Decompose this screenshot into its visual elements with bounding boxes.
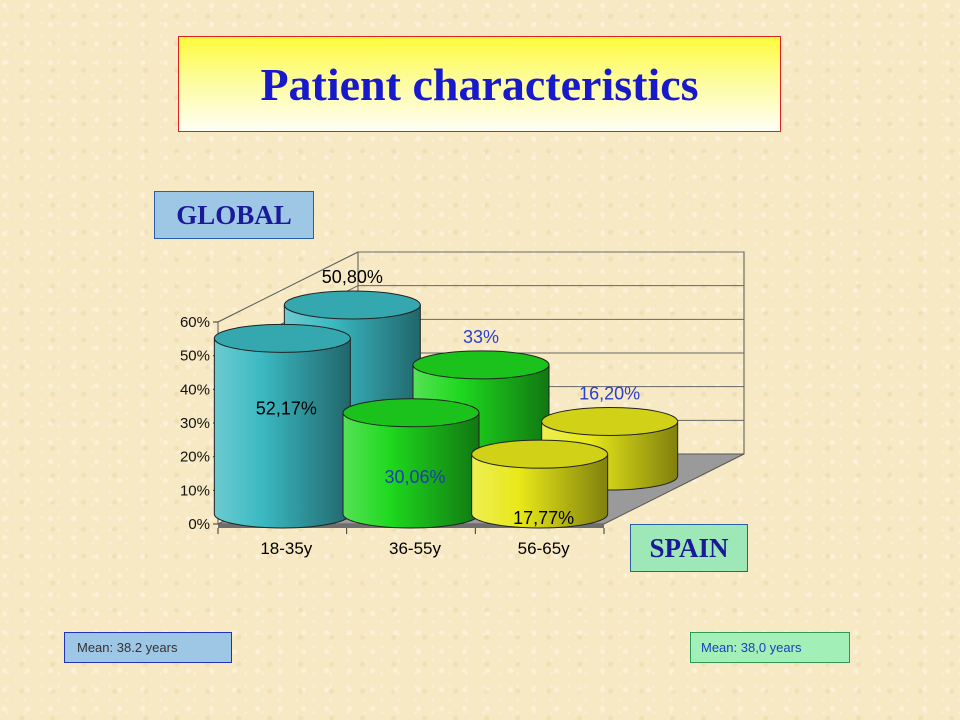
front-bar-body xyxy=(471,453,609,529)
y-tick-label: 0% xyxy=(188,516,210,533)
global-label: GLOBAL xyxy=(154,191,314,239)
title-banner: Patient characteristics xyxy=(178,36,781,132)
y-tick-label: 60% xyxy=(180,314,210,331)
mean-global: Mean: 38.2 years xyxy=(64,632,232,663)
front-bar-label: 30,06% xyxy=(384,467,445,487)
page-title: Patient characteristics xyxy=(260,58,699,110)
y-tick-label: 50% xyxy=(180,348,210,365)
mean-spain: Mean: 38,0 years xyxy=(690,632,850,663)
category-label: 36-55y xyxy=(389,539,441,558)
category-label: 56-65y xyxy=(518,539,570,558)
back-bar-top xyxy=(541,406,679,436)
y-tick-label: 40% xyxy=(180,381,210,398)
back-bar-label: 33% xyxy=(463,327,499,347)
front-bar-label: 52,17% xyxy=(256,398,317,418)
y-tick-label: 10% xyxy=(180,482,210,499)
back-bar-top xyxy=(412,350,550,380)
back-bar-top xyxy=(283,290,421,320)
category-label: 18-35y xyxy=(260,539,312,558)
front-bar-top xyxy=(471,439,609,469)
back-bar-label: 16,20% xyxy=(579,383,640,403)
front-bar-body xyxy=(213,337,351,529)
back-bar-label: 50,80% xyxy=(322,267,383,287)
gridline xyxy=(217,251,744,323)
front-bar-top xyxy=(213,323,351,353)
y-tick-label: 30% xyxy=(180,415,210,432)
y-tick-label: 20% xyxy=(180,449,210,466)
spain-label: SPAIN xyxy=(630,524,748,572)
front-bar-label: 17,77% xyxy=(513,508,574,528)
front-bar-top xyxy=(342,398,480,428)
